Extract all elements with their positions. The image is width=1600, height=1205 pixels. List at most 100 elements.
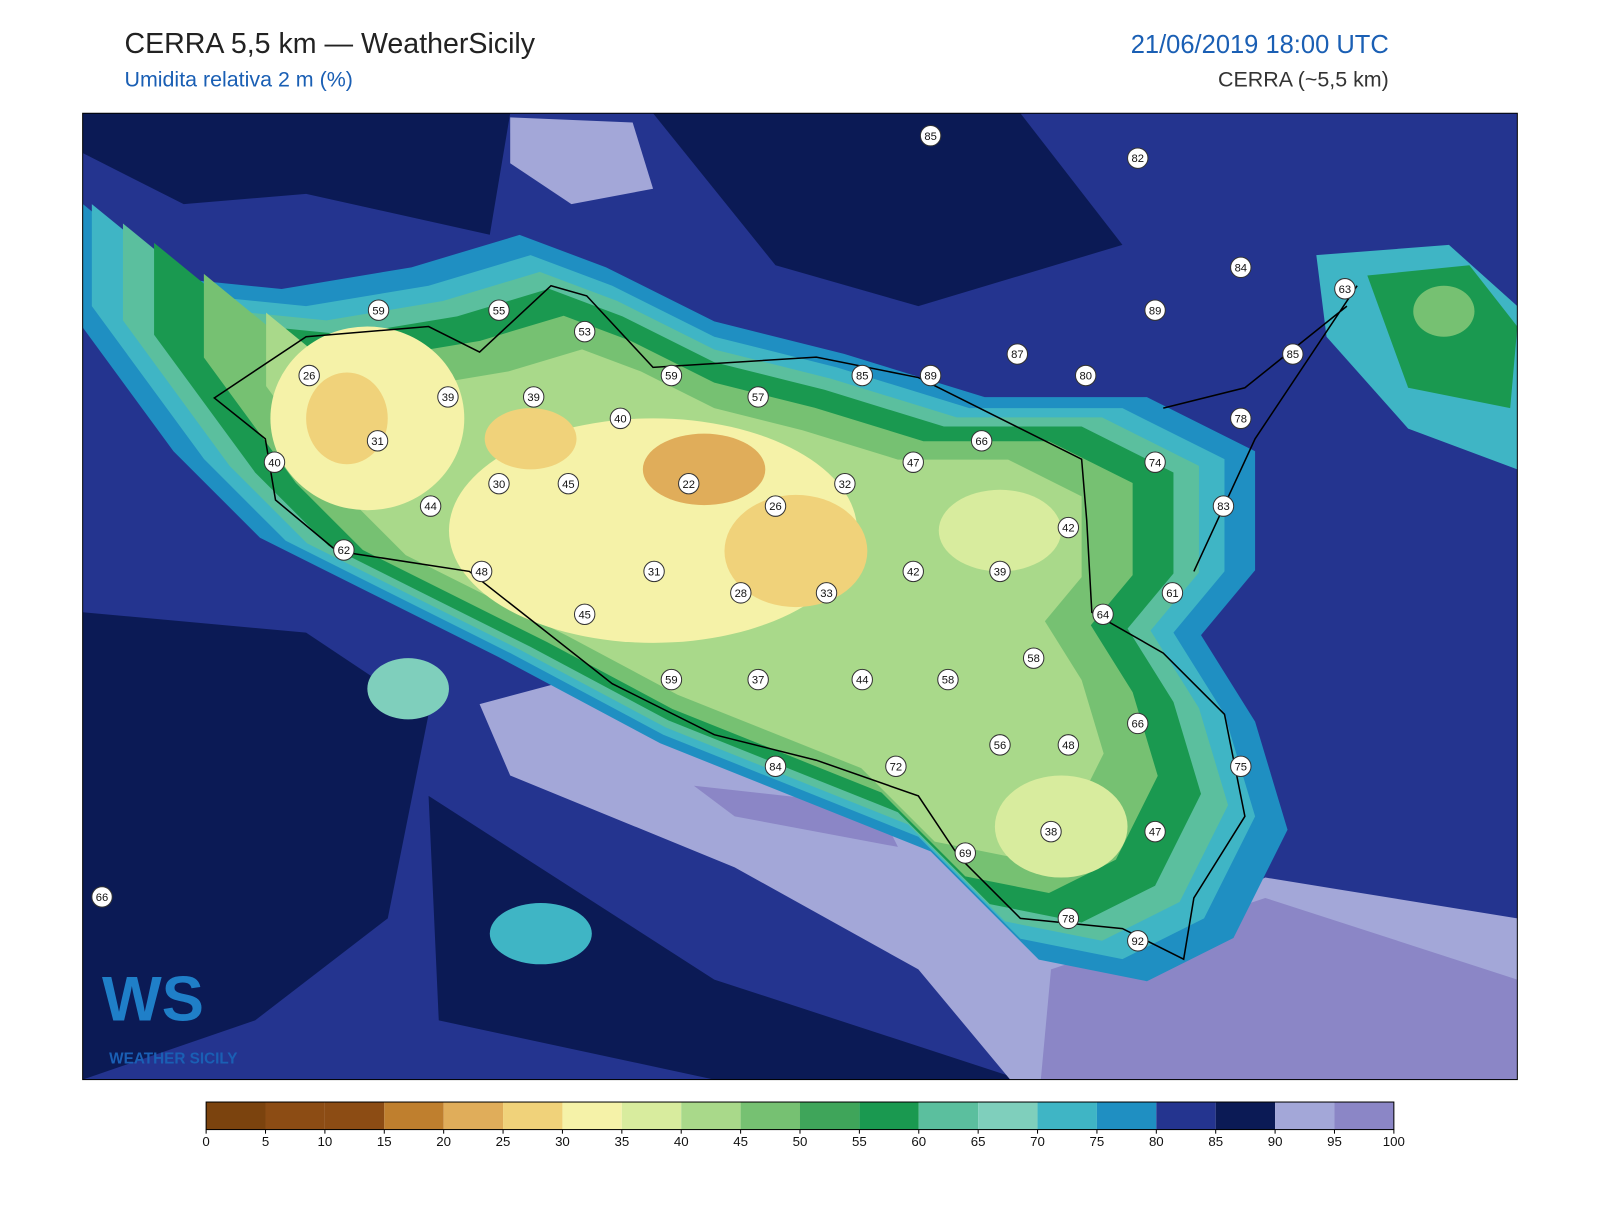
station-marker [902,560,924,583]
colorbar-tick-label: 100 [1383,1134,1405,1149]
station-marker [885,755,907,778]
station-value: 75 [1235,761,1247,773]
station-marker [660,668,683,691]
station-value: 26 [769,501,781,513]
station-value: 37 [752,675,764,687]
station-value: 22 [683,479,695,491]
station-value: 66 [96,892,108,904]
subtitle: Umidita relativa 2 m (%) [124,68,352,92]
station-marker [834,472,856,495]
station-value: 59 [665,371,677,383]
colorbar-tick-label: 20 [436,1134,451,1149]
station-marker [573,603,596,625]
station-value: 85 [856,371,868,383]
station-value: 61 [1166,588,1178,600]
station-marker [1282,343,1304,365]
station-marker [557,472,580,495]
station-marker [1212,495,1235,517]
station-value: 66 [1132,719,1144,731]
station-value: 85 [1287,349,1299,361]
station-marker [1040,820,1062,843]
station-value: 53 [578,327,590,339]
datetime: 21/06/2019 18:00 UTC [1131,31,1389,59]
station-value: 62 [338,545,350,557]
station-marker [747,386,769,408]
station-marker [1334,278,1356,300]
station-value: 56 [994,740,1006,752]
station-marker [937,668,959,691]
colorbar-tick-label: 45 [733,1134,748,1149]
colorbar-swatch [562,1102,622,1130]
station-value: 26 [303,371,315,383]
station-value: 39 [994,567,1006,579]
station-marker [1006,343,1029,365]
station-marker [989,734,1011,756]
station-marker [1127,712,1149,735]
station-value: 48 [475,567,487,579]
colorbar-swatch [918,1102,979,1130]
colorbar-swatch [324,1102,385,1130]
station-value: 80 [1079,371,1091,383]
colorbar-tick-label: 65 [971,1134,986,1149]
station-marker [366,430,389,452]
station-value: 58 [942,675,954,687]
station-marker [1057,516,1080,539]
station-value: 45 [562,479,574,491]
colorbar-swatch [621,1102,682,1130]
station-value: 40 [268,457,280,469]
station-value: 84 [769,761,781,773]
colorbar-tick-label: 55 [852,1134,867,1149]
colorbar-swatch [1037,1102,1097,1130]
station-value: 59 [372,305,384,317]
station-marker [1144,820,1166,843]
station-marker [1057,907,1080,930]
station-value: 89 [1149,305,1161,317]
colorbar-tick-label: 80 [1149,1134,1164,1149]
colorbar-tick-label: 90 [1268,1134,1283,1149]
station-value: 47 [907,457,919,469]
station-value: 30 [493,479,505,491]
station-marker [643,560,665,583]
station-marker [919,124,942,147]
station-marker [902,451,924,473]
station-value: 78 [1235,413,1247,425]
colorbar-tick-label: 30 [555,1134,570,1149]
station-marker [989,560,1011,583]
station-marker [851,668,873,691]
station-marker [678,472,700,495]
station-marker [488,299,510,321]
colorbar-tick-label: 40 [674,1134,689,1149]
station-value: 89 [924,371,936,383]
station-value: 59 [665,675,677,687]
station-value: 44 [424,501,436,513]
map-field: WS WEATHER SICILY [82,113,1518,1080]
colorbar-tick-label: 95 [1327,1134,1342,1149]
station-value: 42 [907,567,919,579]
station-marker [522,386,545,408]
colorbar-tick-label: 15 [377,1134,392,1149]
station-value: 87 [1011,349,1023,361]
station-value: 28 [735,588,747,600]
station-value: 58 [1027,653,1039,665]
colorbar-swatch [206,1102,266,1130]
station-marker [1144,299,1166,321]
colorbar-swatch [859,1102,919,1130]
station-marker [1074,364,1097,387]
station-value: 83 [1217,501,1229,513]
station-value: 39 [442,392,454,404]
station-value: 85 [924,131,936,143]
colorbar-swatch [1275,1102,1335,1130]
colorbar-swatch [740,1102,800,1130]
station-marker [333,539,355,561]
station-marker [1127,930,1149,952]
station-marker [815,582,838,604]
station-marker [764,755,787,778]
station-marker [573,320,596,343]
colorbar-swatch [265,1102,325,1130]
colorbar-tick-label: 75 [1090,1134,1105,1149]
station-marker [488,472,510,495]
colorbar-tick-label: 60 [911,1134,926,1149]
station-value: 63 [1339,284,1351,296]
colorbar-tick-label: 0 [202,1134,209,1149]
